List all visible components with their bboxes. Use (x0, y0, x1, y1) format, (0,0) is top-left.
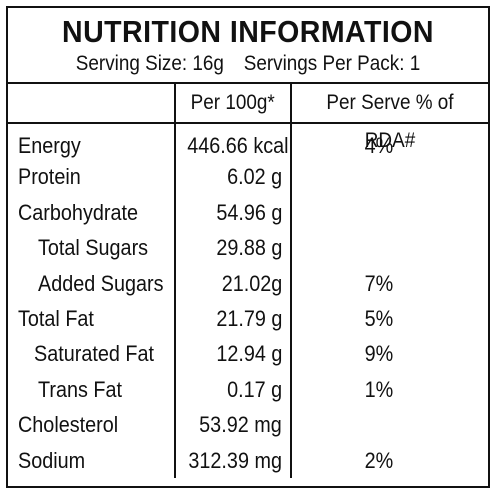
nutrient-name: Carbohydrate (8, 194, 176, 231)
nutrient-per100: 12.94 g (176, 336, 292, 372)
nutrient-rows: Energy 446.66 kcal 4% Protein 6.02 g Car… (8, 124, 488, 478)
nutrient-per100: 21.02g (176, 265, 292, 301)
nutrient-per100: 446.66 kcal (176, 124, 292, 160)
nutrient-rda (292, 159, 488, 194)
table-row: Total Fat 21.79 g 5% (8, 300, 488, 337)
column-header-nutrient (8, 84, 176, 122)
table-row: Carbohydrate 54.96 g (8, 194, 488, 231)
nutrient-rda: 4% (364, 133, 394, 158)
nutrient-per100: 29.88 g (176, 230, 292, 266)
nutrient-per100: 6.02 g (176, 159, 292, 195)
nutrient-name: Saturated Fat (8, 336, 176, 372)
table-row: Energy 446.66 kcal 4% (8, 124, 488, 160)
table-row: Sodium 312.39 mg 2% (8, 442, 488, 478)
label-header: NUTRITION INFORMATION Serving Size: 16g S… (8, 8, 488, 84)
table-row: Trans Fat 0.17 g 1% (8, 371, 488, 408)
table-row: Total Sugars 29.88 g (8, 230, 488, 266)
nutrient-rda: 7% (364, 270, 394, 296)
nutrient-name: Protein (8, 159, 176, 195)
table-row: Added Sugars 21.02g 7% (8, 265, 488, 301)
nutrient-name: Added Sugars (8, 265, 176, 301)
nutrient-rda: 5% (364, 305, 394, 331)
label-title: NUTRITION INFORMATION (62, 14, 434, 49)
table-row: Cholesterol 53.92 mg (8, 407, 488, 443)
nutrient-per100: 53.92 mg (176, 407, 292, 443)
nutrient-name: Trans Fat (8, 371, 176, 408)
serving-size: Serving Size: 16g (75, 52, 224, 75)
nutrient-rda: 2% (364, 447, 394, 473)
nutrient-per100: 54.96 g (176, 194, 292, 231)
nutrient-name: Energy (8, 124, 176, 160)
servings-per-pack: Servings Per Pack: 1 (243, 52, 421, 75)
nutrient-name: Total Fat (8, 300, 176, 337)
column-header-per100: Per 100g* (176, 84, 292, 122)
nutrient-rda: 1% (364, 376, 394, 402)
column-header-rda: Per Serve % of RDA# (326, 91, 454, 152)
table-row: Saturated Fat 12.94 g 9% (8, 336, 488, 372)
column-headers: Per 100g* Per Serve % of RDA# (8, 84, 488, 152)
nutrient-name: Cholesterol (8, 407, 176, 443)
nutrition-label: NUTRITION INFORMATION Serving Size: 16g S… (6, 6, 490, 488)
nutrient-per100: 0.17 g (176, 371, 292, 408)
nutrient-rda (292, 195, 488, 230)
nutrient-rda (292, 230, 488, 265)
nutrient-rda (292, 407, 488, 442)
nutrient-per100: 21.79 g (176, 300, 292, 337)
nutrient-rda: 9% (364, 341, 394, 367)
nutrient-name: Total Sugars (8, 230, 176, 266)
nutrient-per100: 312.39 mg (176, 442, 292, 478)
table-row: Protein 6.02 g (8, 159, 488, 195)
nutrient-name: Sodium (8, 442, 176, 478)
serving-info: Serving Size: 16g Servings Per Pack: 1 (32, 51, 464, 77)
